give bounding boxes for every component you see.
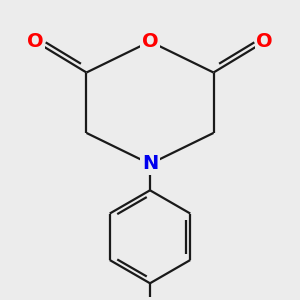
Text: O: O	[256, 32, 273, 51]
Text: O: O	[27, 32, 44, 51]
Text: N: N	[142, 154, 158, 173]
Text: O: O	[142, 32, 158, 51]
